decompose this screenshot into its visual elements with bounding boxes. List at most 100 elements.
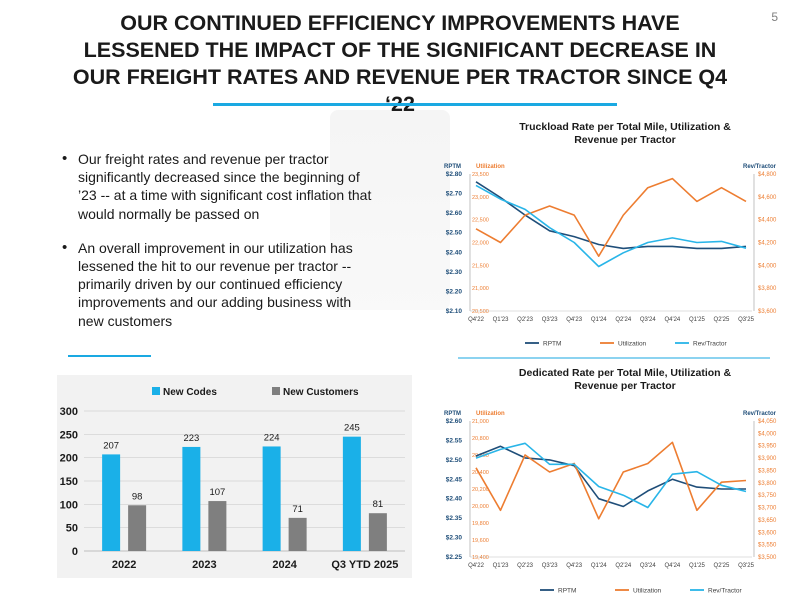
- legend-swatch: [272, 387, 280, 395]
- x-tick-label: Q2'25: [714, 317, 730, 323]
- x-tick-label: Q3'24: [640, 563, 656, 569]
- series-line-rptm: [475, 181, 747, 250]
- right-tick-label: $4,800: [758, 172, 777, 178]
- x-tick-label: Q3'24: [640, 317, 656, 323]
- y-tick-label: 50: [66, 523, 78, 535]
- legend-label: RPTM: [543, 341, 561, 348]
- truckload-line-chart: RPTM Utilization Rev/Tractor $2.80 $2.70 $2.6…: [444, 164, 777, 348]
- x-tick-label: 2022: [112, 559, 136, 571]
- legend-label: Rev/Tractor: [693, 341, 728, 348]
- x-tick-label: Q2'25: [714, 563, 730, 569]
- x-tick-label: Q3'23: [542, 563, 558, 569]
- inner-tick-label: 23,500: [472, 172, 489, 178]
- x-tick-label: Q1'23: [493, 563, 509, 569]
- left-tick-label: $2.35: [446, 515, 463, 522]
- legend-label: Utilization: [618, 341, 647, 348]
- y-tick-label: 250: [60, 429, 78, 441]
- legend-label: Utilization: [633, 588, 662, 595]
- x-tick-label: Q4'22: [468, 317, 484, 323]
- data-label: 71: [292, 504, 303, 515]
- right-tick-label: $3,550: [758, 543, 777, 549]
- x-tick-label: Q4'23: [566, 317, 582, 323]
- x-tick-label: Q2'24: [615, 563, 631, 569]
- axis-title-right: Rev/Tractor: [743, 164, 777, 170]
- right-tick-label: $3,600: [758, 530, 777, 536]
- title-underline: [213, 103, 617, 106]
- x-tick-label: Q3'25: [738, 563, 754, 569]
- x-tick-label: Q1'25: [689, 317, 705, 323]
- series-line-utilization: [475, 441, 747, 520]
- inner-tick-label: 20,800: [472, 436, 489, 442]
- right-tick-label: $3,950: [758, 444, 777, 450]
- inner-tick-label: 19,600: [472, 538, 489, 544]
- axis-title-left: RPTM: [444, 164, 461, 170]
- x-tick-label: Q4'24: [664, 563, 680, 569]
- data-label: 107: [209, 487, 225, 498]
- data-label: 98: [132, 491, 143, 502]
- legend-label: New Codes: [163, 387, 217, 398]
- inner-tick-label: 21,500: [472, 263, 489, 269]
- x-tick-label: Q4'22: [468, 563, 484, 569]
- right-tick-label: $4,000: [758, 263, 777, 269]
- bar-new-customers: [368, 513, 387, 551]
- left-tick-label: $2.50: [446, 230, 463, 237]
- data-label: 81: [373, 499, 384, 510]
- inner-tick-label: 22,000: [472, 241, 489, 247]
- x-tick-label: Q1'24: [591, 563, 607, 569]
- right-tick-label: $3,800: [758, 481, 777, 487]
- bullet-item: An overall improvement in our utilizatio…: [62, 239, 372, 330]
- data-label: 223: [183, 433, 199, 444]
- bar-new-customers: [288, 517, 307, 551]
- inner-tick-label: 23,000: [472, 195, 489, 201]
- inner-tick-label: 20,400: [472, 470, 489, 476]
- x-tick-label: Q3'23: [542, 317, 558, 323]
- right-tick-label: $4,050: [758, 419, 777, 425]
- left-tick-label: $2.45: [446, 476, 463, 483]
- inner-tick-label: 20,200: [472, 487, 489, 493]
- slide-number: 5: [771, 10, 778, 24]
- left-tick-label: $2.40: [446, 496, 463, 503]
- y-tick-label: 150: [60, 476, 78, 488]
- bar-chart-panel: 0 50 100 150 200 250 300 207 98 2022 223 107 2023 224…: [57, 375, 412, 578]
- right-tick-label: $3,800: [758, 286, 777, 292]
- y-tick-label: 0: [72, 546, 78, 558]
- y-tick-label: 200: [60, 453, 78, 465]
- y-tick-label: 100: [60, 499, 78, 511]
- axis-title-inner: Utilization: [476, 164, 505, 170]
- left-tick-label: $2.30: [446, 269, 463, 276]
- data-label: 245: [344, 423, 360, 434]
- truckload-chart-title: Truckload Rate per Total Mile, Utilizati…: [519, 121, 731, 146]
- divider-left: [68, 355, 151, 357]
- bar-new-customers: [128, 505, 147, 551]
- left-tick-label: $2.50: [446, 457, 463, 464]
- x-tick-label: Q4'24: [664, 317, 680, 323]
- dedicated-chart-title: Dedicated Rate per Total Mile, Utilizati…: [518, 367, 732, 392]
- inner-tick-label: 21,000: [472, 286, 489, 292]
- left-tick-label: $2.80: [446, 171, 463, 178]
- bar-new-codes: [182, 446, 201, 551]
- axis-title-right: Rev/Tractor: [743, 411, 777, 417]
- x-tick-label: Q2'23: [517, 563, 533, 569]
- left-tick-label: $2.10: [446, 308, 463, 315]
- right-tick-label: $4,200: [758, 241, 777, 247]
- right-tick-label: $3,600: [758, 309, 777, 315]
- inner-tick-label: 19,800: [472, 521, 489, 527]
- series-line-rptm: [475, 445, 746, 508]
- inner-tick-label: 21,000: [472, 419, 489, 425]
- x-tick-label: Q1'24: [591, 317, 607, 323]
- x-tick-label: Q1'25: [689, 563, 705, 569]
- x-tick-label: Q2'23: [517, 317, 533, 323]
- legend-label: RPTM: [558, 588, 576, 595]
- data-label: 207: [103, 440, 119, 451]
- y-tick-label: 300: [60, 406, 78, 418]
- dedicated-line-chart: RPTM Utilization Rev/Tractor $2.60 $2.55 $2.5…: [444, 411, 777, 595]
- right-tick-label: $4,400: [758, 218, 777, 224]
- bar-new-customers: [208, 501, 227, 551]
- x-tick-label: Q2'24: [615, 317, 631, 323]
- inner-tick-label: 20,000: [472, 504, 489, 510]
- bar-new-codes: [342, 436, 361, 551]
- right-tick-label: $3,700: [758, 506, 777, 512]
- right-tick-label: $3,900: [758, 456, 777, 462]
- left-tick-label: $2.70: [446, 191, 463, 198]
- x-tick-label: Q3 YTD 2025: [331, 559, 398, 571]
